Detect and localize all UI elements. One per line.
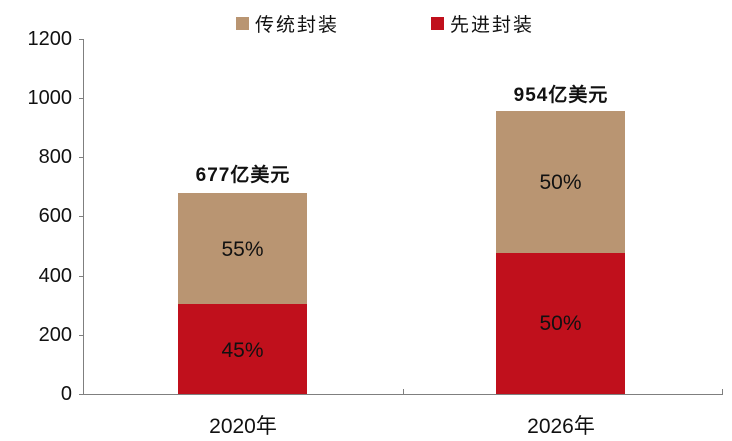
bar-2020-advanced: 45% [178, 304, 307, 394]
y-axis-line [83, 39, 84, 395]
x-category-label-2026: 2026年 [527, 415, 595, 438]
y-tick-label: 0 [60, 383, 72, 405]
bar-2020-total-label: 677亿美元 [195, 165, 291, 186]
bar-2020-advanced-pct: 45% [221, 339, 264, 362]
y-tick-mark [79, 276, 83, 277]
legend: 传统封装 先进封装 [0, 10, 732, 36]
bar-2020-traditional-pct: 55% [221, 238, 264, 261]
y-tick-label: 600 [38, 205, 72, 227]
bar-2026-advanced: 50% [496, 253, 625, 394]
legend-label-traditional: 传统封装 [255, 14, 340, 36]
bar-2026-traditional-pct: 50% [539, 171, 582, 194]
x-tick-mark [403, 389, 404, 394]
legend-swatch-advanced [431, 17, 444, 30]
x-axis-line [83, 394, 723, 395]
y-tick-label: 800 [38, 146, 72, 168]
legend-item-traditional: 传统封装 [236, 10, 339, 37]
legend-label-advanced: 先进封装 [450, 14, 535, 36]
y-tick-mark [79, 39, 83, 40]
x-tick-mark [722, 389, 723, 394]
y-tick-label: 1000 [27, 87, 73, 109]
bar-2020-traditional: 55% [178, 193, 307, 304]
bar-2026-traditional: 50% [496, 111, 625, 253]
x-category-label-2020: 2020年 [209, 415, 277, 438]
y-tick-mark [79, 216, 83, 217]
y-tick-mark [79, 98, 83, 99]
bar-2026-total-label: 954亿美元 [513, 85, 609, 106]
y-tick-label: 1200 [27, 28, 73, 50]
y-tick-mark [79, 157, 83, 158]
y-tick-mark [79, 335, 83, 336]
bar-2026-advanced-pct: 50% [539, 312, 582, 335]
legend-item-advanced: 先进封装 [431, 10, 534, 37]
y-tick-label: 400 [38, 265, 72, 287]
legend-swatch-traditional [236, 17, 249, 30]
y-tick-label: 200 [38, 324, 72, 346]
y-tick-mark [79, 394, 83, 395]
